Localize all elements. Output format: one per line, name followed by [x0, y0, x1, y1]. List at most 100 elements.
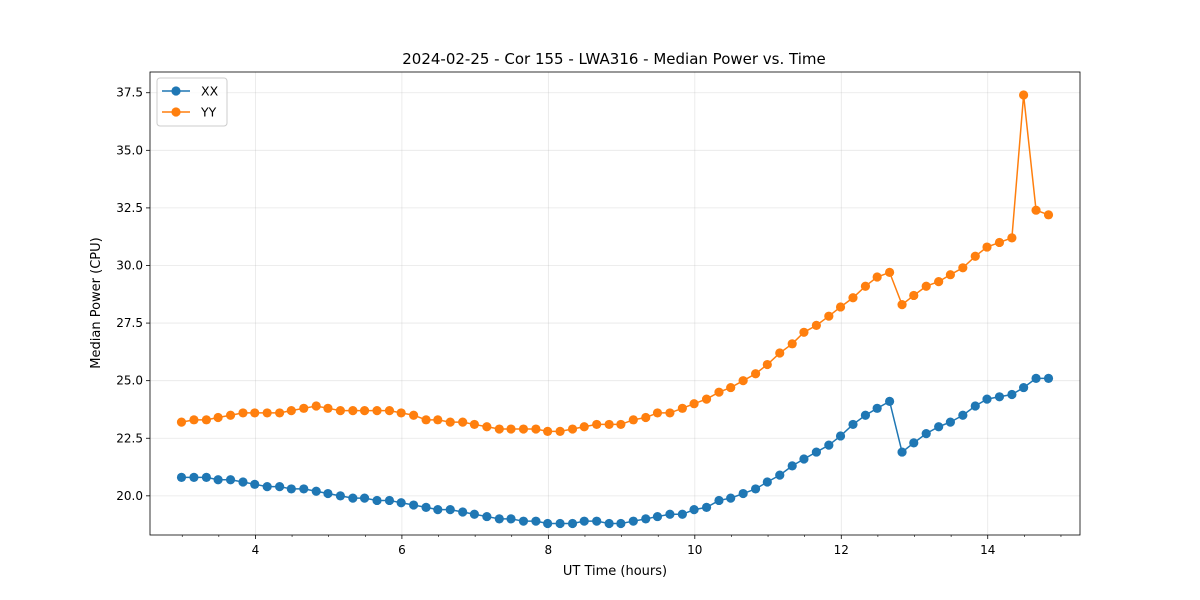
data-point-xx — [384, 495, 395, 506]
data-point-yy — [945, 270, 955, 280]
data-point-yy — [726, 382, 736, 393]
data-point-xx — [262, 482, 272, 492]
data-point-xx — [921, 429, 931, 439]
data-point-xx — [299, 484, 309, 494]
data-point-yy — [775, 348, 785, 358]
data-point-xx — [909, 438, 919, 448]
data-point-xx — [726, 493, 736, 503]
data-point-yy — [286, 406, 296, 416]
data-point-xx — [945, 417, 955, 427]
series-line-xx — [181, 377, 1049, 525]
data-point-yy — [225, 410, 236, 420]
data-point-yy — [250, 408, 260, 418]
data-point-yy — [762, 359, 772, 370]
data-point-yy — [811, 320, 821, 330]
grid — [150, 72, 1080, 535]
data-point-xx — [445, 505, 455, 515]
data-point-yy — [531, 424, 541, 434]
data-point-yy — [616, 419, 626, 430]
data-point-xx — [592, 516, 602, 526]
data-point-yy — [433, 415, 443, 425]
data-point-yy — [506, 424, 516, 434]
series-xx — [176, 373, 1054, 529]
data-point-xx — [738, 488, 748, 499]
data-point-xx — [579, 516, 589, 526]
y-tick-label: 35.0 — [116, 143, 143, 157]
y-tick-label: 37.5 — [116, 86, 143, 100]
data-point-yy — [189, 415, 199, 425]
data-point-yy — [921, 281, 931, 291]
data-point-yy — [970, 251, 980, 261]
data-point-xx — [762, 477, 772, 487]
data-point-yy — [494, 424, 504, 434]
data-point-xx — [531, 516, 541, 526]
data-point-yy — [897, 300, 907, 310]
data-point-xx — [799, 454, 809, 464]
data-point-xx — [958, 410, 968, 420]
series-yy — [176, 90, 1054, 436]
data-point-yy — [835, 302, 846, 312]
data-point-yy — [1019, 90, 1029, 100]
data-point-xx — [860, 410, 871, 420]
data-point-yy — [787, 339, 797, 349]
data-point-yy — [872, 272, 882, 282]
data-point-yy — [469, 419, 479, 430]
data-point-yy — [1031, 205, 1041, 215]
y-axis-label: Median Power (CPU) — [89, 237, 104, 368]
data-point-xx — [641, 514, 651, 524]
data-point-xx — [835, 431, 846, 441]
data-point-xx — [982, 394, 992, 404]
data-point-xx — [335, 491, 345, 501]
data-point-yy — [372, 406, 382, 416]
data-point-yy — [714, 387, 724, 397]
data-point-yy — [579, 422, 589, 432]
x-tick-label: 6 — [398, 543, 406, 557]
data-point-xx — [872, 403, 882, 413]
data-point-yy — [396, 408, 406, 418]
data-point-yy — [311, 401, 321, 411]
data-point-yy — [848, 293, 858, 303]
data-point-xx — [970, 401, 980, 411]
data-point-xx — [751, 484, 761, 494]
data-point-xx — [311, 486, 321, 496]
data-point-xx — [994, 392, 1005, 402]
data-point-yy — [1007, 233, 1017, 243]
legend-marker-yy — [171, 107, 181, 117]
data-point-xx — [1019, 382, 1029, 393]
data-point-xx — [616, 518, 626, 529]
x-tick-label: 8 — [545, 543, 553, 557]
data-point-xx — [225, 475, 236, 485]
legend-label-xx: XX — [201, 84, 219, 99]
data-point-xx — [176, 472, 187, 483]
y-tick-label: 25.0 — [116, 374, 143, 388]
data-point-xx — [714, 495, 724, 506]
data-point-yy — [628, 415, 638, 425]
data-point-yy — [262, 408, 272, 418]
data-point-yy — [592, 419, 602, 430]
data-point-yy — [934, 277, 944, 287]
data-point-xx — [396, 498, 406, 508]
data-point-xx — [652, 511, 663, 522]
x-axis-label: UT Time (hours) — [563, 564, 667, 579]
data-point-xx — [189, 472, 199, 483]
data-point-yy — [604, 419, 614, 430]
data-point-yy — [641, 412, 651, 423]
data-point-yy — [860, 281, 871, 291]
data-point-xx — [458, 507, 468, 517]
data-point-yy — [299, 403, 309, 413]
legend-label-yy: YY — [200, 105, 217, 120]
legend-marker-xx — [171, 86, 181, 96]
x-tick-label: 4 — [252, 543, 260, 557]
data-point-xx — [848, 419, 858, 430]
data-point-yy — [213, 412, 223, 423]
y-tick-label: 27.5 — [116, 316, 143, 330]
data-point-yy — [824, 311, 834, 321]
data-point-yy — [275, 408, 285, 418]
data-point-xx — [286, 484, 296, 494]
data-point-yy — [677, 403, 687, 413]
data-point-xx — [482, 511, 492, 522]
data-point-yy — [701, 394, 712, 404]
data-point-yy — [238, 408, 248, 418]
data-point-yy — [652, 408, 663, 418]
data-point-yy — [384, 406, 395, 416]
